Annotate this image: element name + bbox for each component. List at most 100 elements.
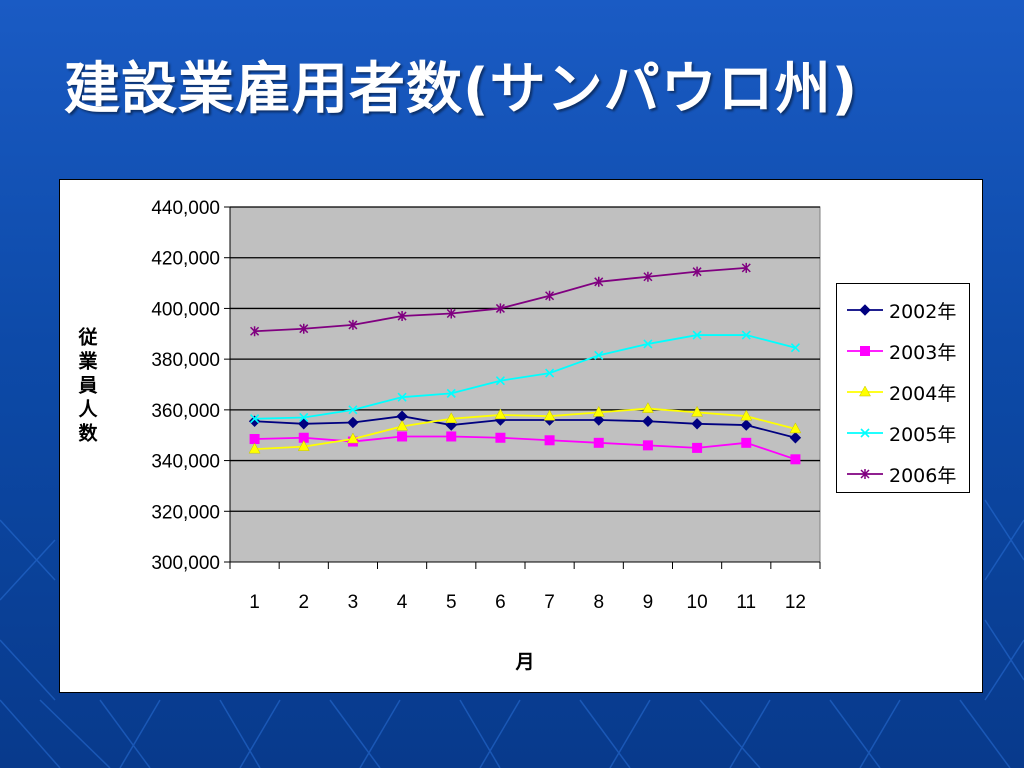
data-point bbox=[593, 437, 604, 448]
legend-marker bbox=[859, 385, 871, 397]
data-point bbox=[741, 437, 752, 448]
y-tick-label: 300,000 bbox=[151, 553, 220, 574]
x-tick-label: 9 bbox=[643, 592, 654, 613]
series-line-1 bbox=[254, 415, 796, 439]
data-point bbox=[299, 323, 309, 334]
data-point bbox=[545, 290, 555, 301]
data-point bbox=[692, 266, 702, 277]
data-point bbox=[642, 415, 654, 427]
series-line-3 bbox=[254, 407, 796, 451]
y-tick-label: 420,000 bbox=[151, 249, 220, 270]
legend-swatch bbox=[847, 385, 883, 397]
data-point bbox=[643, 271, 653, 282]
legend-marker bbox=[860, 428, 870, 438]
legend-item: 2004年 bbox=[837, 374, 971, 408]
data-point bbox=[594, 350, 604, 360]
data-point bbox=[790, 454, 801, 465]
data-point bbox=[248, 442, 261, 454]
data-point bbox=[348, 405, 358, 415]
x-axis-title: 月 bbox=[514, 651, 534, 673]
data-point bbox=[396, 419, 409, 431]
series-line-4 bbox=[254, 334, 796, 420]
legend-marker bbox=[860, 469, 870, 479]
data-point bbox=[299, 412, 309, 423]
data-point bbox=[740, 409, 753, 421]
x-tick-label: 2 bbox=[298, 592, 309, 613]
legend-label: 2005年 bbox=[889, 424, 957, 446]
data-point bbox=[249, 434, 260, 445]
data-point bbox=[692, 442, 703, 453]
x-tick-label: 8 bbox=[593, 592, 604, 613]
slide-title: 建設業雇用者数(サンパウロ州) bbox=[64, 57, 859, 122]
legend-item: 2003年 bbox=[837, 333, 971, 367]
data-point bbox=[346, 432, 359, 444]
data-point bbox=[641, 402, 654, 413]
legend-item: 2006年 bbox=[837, 456, 971, 490]
data-point bbox=[494, 408, 507, 420]
data-point bbox=[397, 431, 408, 442]
data-point bbox=[789, 422, 802, 434]
legend-swatch bbox=[847, 469, 883, 479]
data-point bbox=[446, 388, 456, 398]
x-tick-label: 12 bbox=[785, 592, 806, 613]
data-point bbox=[446, 308, 456, 319]
y-tick-label: 320,000 bbox=[151, 502, 220, 523]
data-point bbox=[445, 412, 458, 423]
legend-marker bbox=[860, 346, 870, 356]
data-point bbox=[297, 440, 310, 451]
data-point bbox=[495, 432, 506, 443]
data-point bbox=[790, 343, 800, 353]
x-tick-label: 4 bbox=[397, 592, 408, 613]
data-point bbox=[347, 416, 359, 429]
data-point bbox=[446, 431, 457, 442]
data-point bbox=[397, 392, 407, 402]
data-point bbox=[741, 262, 751, 273]
data-point bbox=[741, 330, 751, 340]
chart-legend: 2002年 2003年 2004年 2005年 2006年 bbox=[836, 283, 970, 493]
data-point bbox=[593, 414, 605, 426]
x-tick-label: 5 bbox=[446, 592, 457, 613]
y-tick-label: 380,000 bbox=[151, 350, 220, 371]
legend-item: 2002年 bbox=[837, 292, 971, 326]
data-point bbox=[740, 419, 752, 431]
data-point bbox=[691, 405, 704, 417]
x-tick-label: 3 bbox=[348, 592, 359, 613]
chart-area: 300,000 320,000 340,000 360,000 380,000 400,0… bbox=[59, 179, 983, 693]
legend-item: 2005年 bbox=[837, 415, 971, 449]
data-point bbox=[397, 311, 407, 322]
y-tick-label: 400,000 bbox=[151, 299, 220, 320]
legend-swatch bbox=[847, 304, 883, 316]
data-point bbox=[543, 409, 556, 421]
data-point bbox=[692, 330, 702, 340]
legend-swatch bbox=[847, 346, 883, 356]
data-point bbox=[594, 276, 604, 287]
data-point bbox=[250, 414, 260, 424]
y-tick-label: 340,000 bbox=[151, 452, 220, 473]
x-tick-label: 10 bbox=[687, 592, 708, 613]
legend-marker bbox=[859, 304, 871, 316]
plot-background bbox=[229, 206, 821, 563]
x-tick-label: 7 bbox=[544, 592, 555, 613]
data-point bbox=[592, 405, 605, 417]
x-tick-label: 11 bbox=[736, 592, 756, 613]
data-point bbox=[789, 432, 802, 444]
y-axis-title: 従業員人数 bbox=[77, 326, 98, 445]
data-point bbox=[643, 339, 653, 349]
x-tick-label: 6 bbox=[495, 592, 506, 613]
data-point bbox=[250, 326, 260, 337]
legend-label: 2004年 bbox=[889, 383, 957, 405]
data-point bbox=[298, 418, 310, 430]
data-point bbox=[642, 440, 653, 451]
line-chart: 300,000 320,000 340,000 360,000 380,000 400,0… bbox=[77, 198, 821, 673]
y-tick-label: 440,000 bbox=[151, 198, 220, 219]
data-point bbox=[495, 376, 505, 386]
data-point bbox=[691, 418, 703, 430]
legend-label: 2002年 bbox=[889, 301, 957, 323]
x-tick-label: 1 bbox=[249, 592, 260, 613]
legend-label: 2006年 bbox=[889, 465, 957, 487]
data-point bbox=[545, 368, 555, 378]
y-tick-label: 360,000 bbox=[151, 401, 220, 422]
legend-label: 2003年 bbox=[889, 342, 957, 364]
legend-swatch bbox=[847, 428, 883, 438]
